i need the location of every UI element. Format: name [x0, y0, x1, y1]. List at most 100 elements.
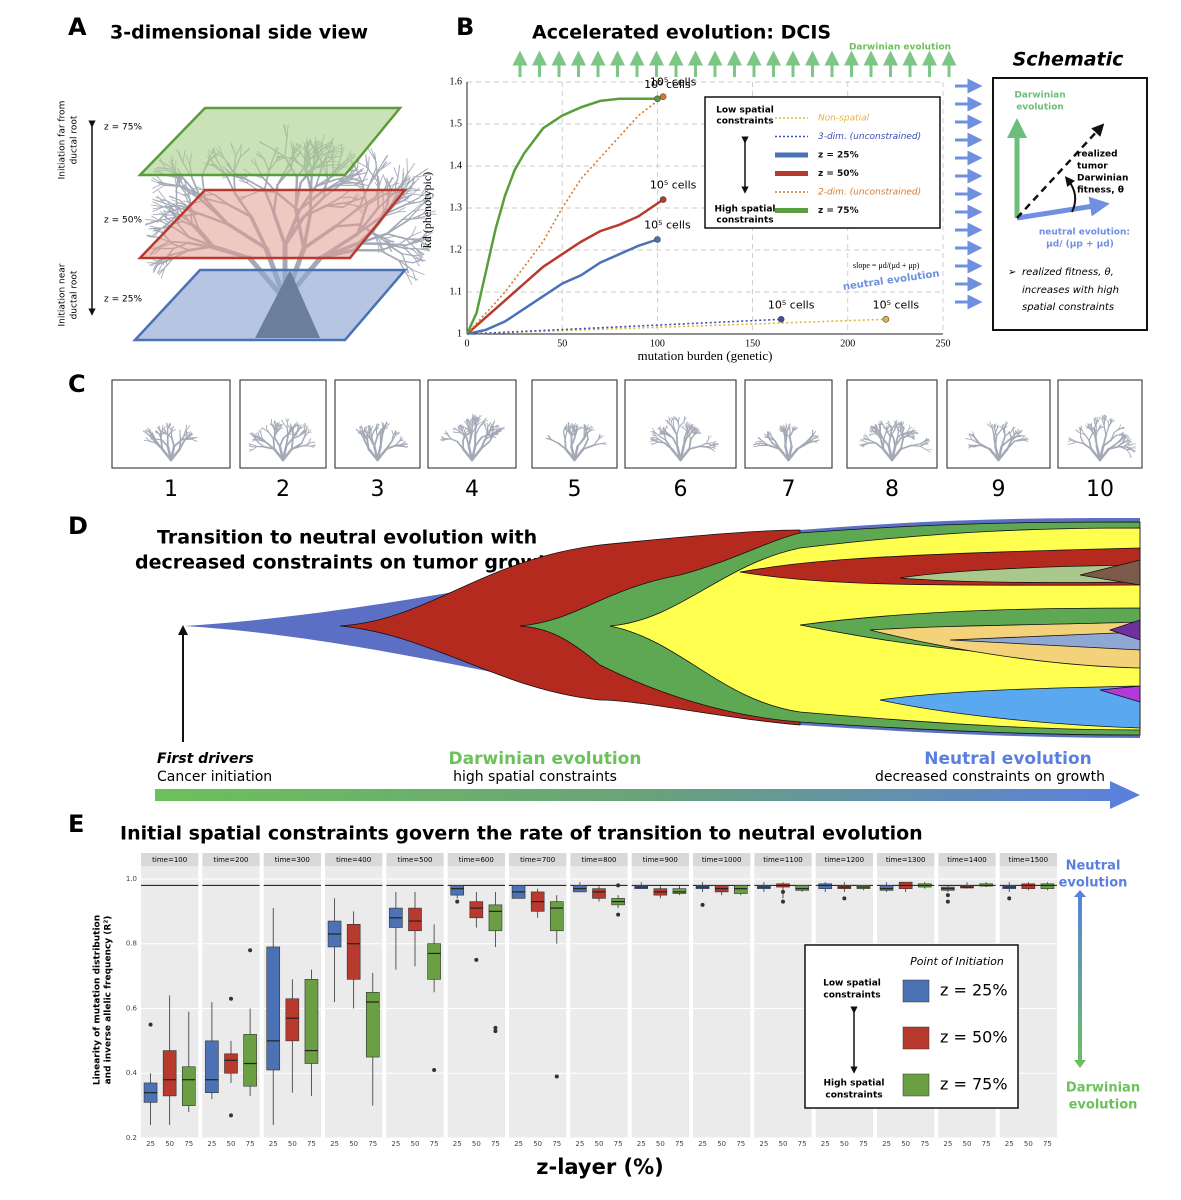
box-chart: 0.2 0.4 0.6 0.8 1.0 Linearity of mutation dis… [93, 853, 1140, 1179]
box [427, 943, 441, 980]
branch [493, 433, 499, 435]
branch [1067, 443, 1073, 445]
branch [600, 443, 607, 445]
x-tick-label: 50 [840, 1140, 849, 1148]
axis-note: ductal root [70, 115, 80, 164]
branch [870, 431, 874, 433]
branch [183, 179, 191, 200]
branch [164, 429, 168, 435]
branch [665, 439, 673, 450]
x-tick-label: 25 [391, 1140, 400, 1148]
branch [279, 425, 282, 430]
branch [163, 209, 168, 220]
branch [986, 423, 993, 429]
branch [446, 431, 449, 436]
branch [299, 425, 302, 430]
branch [386, 176, 393, 188]
branch [181, 437, 191, 441]
branch [378, 162, 392, 172]
branch [252, 439, 257, 442]
x-tick-label: 25 [453, 1140, 462, 1148]
branch [1105, 417, 1109, 423]
branch [474, 416, 476, 422]
branch [419, 247, 430, 250]
box [162, 1050, 177, 1097]
branch [378, 161, 388, 172]
fish-plot [185, 518, 1141, 738]
box [818, 883, 833, 889]
branch [692, 429, 697, 431]
branch [416, 217, 427, 220]
branch [1015, 430, 1021, 435]
branch [1119, 427, 1125, 430]
branch [293, 433, 298, 438]
branch [1094, 434, 1098, 448]
branch [711, 446, 716, 449]
branch [420, 193, 431, 207]
branch [686, 427, 689, 433]
branch [671, 437, 679, 448]
box [1021, 883, 1036, 889]
box [205, 1040, 219, 1093]
branch [1013, 438, 1022, 442]
end-label: 10⁵ cells [768, 298, 815, 311]
branch [911, 432, 915, 436]
branch [173, 438, 184, 448]
branch [282, 433, 290, 439]
branch [768, 444, 781, 450]
branch [385, 445, 396, 450]
branch [151, 215, 161, 222]
branch [1103, 425, 1107, 437]
end-marker [654, 95, 661, 103]
branch [486, 422, 489, 427]
branch [1070, 440, 1078, 443]
branch [584, 424, 588, 431]
branch [413, 249, 422, 259]
x-tick-label: 50 [901, 1140, 910, 1148]
branch [412, 187, 420, 195]
branch [757, 437, 764, 442]
x-tick-label: 0 [465, 338, 470, 349]
y-tick-label: 0.6 [126, 1004, 138, 1012]
legend-note: constraints [716, 216, 773, 226]
branch [385, 219, 409, 235]
branch [705, 438, 710, 444]
branch [299, 445, 308, 447]
branch [380, 426, 386, 431]
series-line [466, 318, 782, 335]
branch [147, 235, 158, 238]
branch [394, 440, 401, 447]
branch [780, 425, 784, 432]
x-tick-label: 75 [184, 1140, 193, 1148]
branch [1118, 427, 1125, 429]
branch [911, 437, 915, 440]
branch [586, 430, 589, 440]
branch [1087, 423, 1089, 428]
branch [384, 211, 398, 217]
branch [1126, 440, 1130, 445]
branch [176, 176, 180, 189]
box [365, 991, 380, 1058]
box [733, 885, 748, 894]
branch [379, 175, 383, 186]
branch [582, 438, 589, 450]
panel-title: 3-dimensional side view [110, 22, 368, 44]
series-line [466, 318, 886, 335]
branch [170, 426, 173, 433]
branch [911, 431, 916, 433]
y-tick-label: 0.8 [126, 940, 137, 948]
branch [1118, 424, 1122, 429]
branch [887, 424, 890, 429]
branch [412, 259, 425, 264]
branch [993, 435, 997, 448]
branch [781, 426, 785, 433]
branch [155, 200, 167, 202]
branch [463, 428, 466, 434]
branch [277, 421, 281, 427]
facet-strip [509, 853, 567, 866]
branch [165, 220, 173, 225]
annotation: Darwinian evolution [849, 43, 951, 53]
branch [359, 426, 364, 432]
branch [692, 427, 696, 431]
branch [763, 433, 770, 438]
